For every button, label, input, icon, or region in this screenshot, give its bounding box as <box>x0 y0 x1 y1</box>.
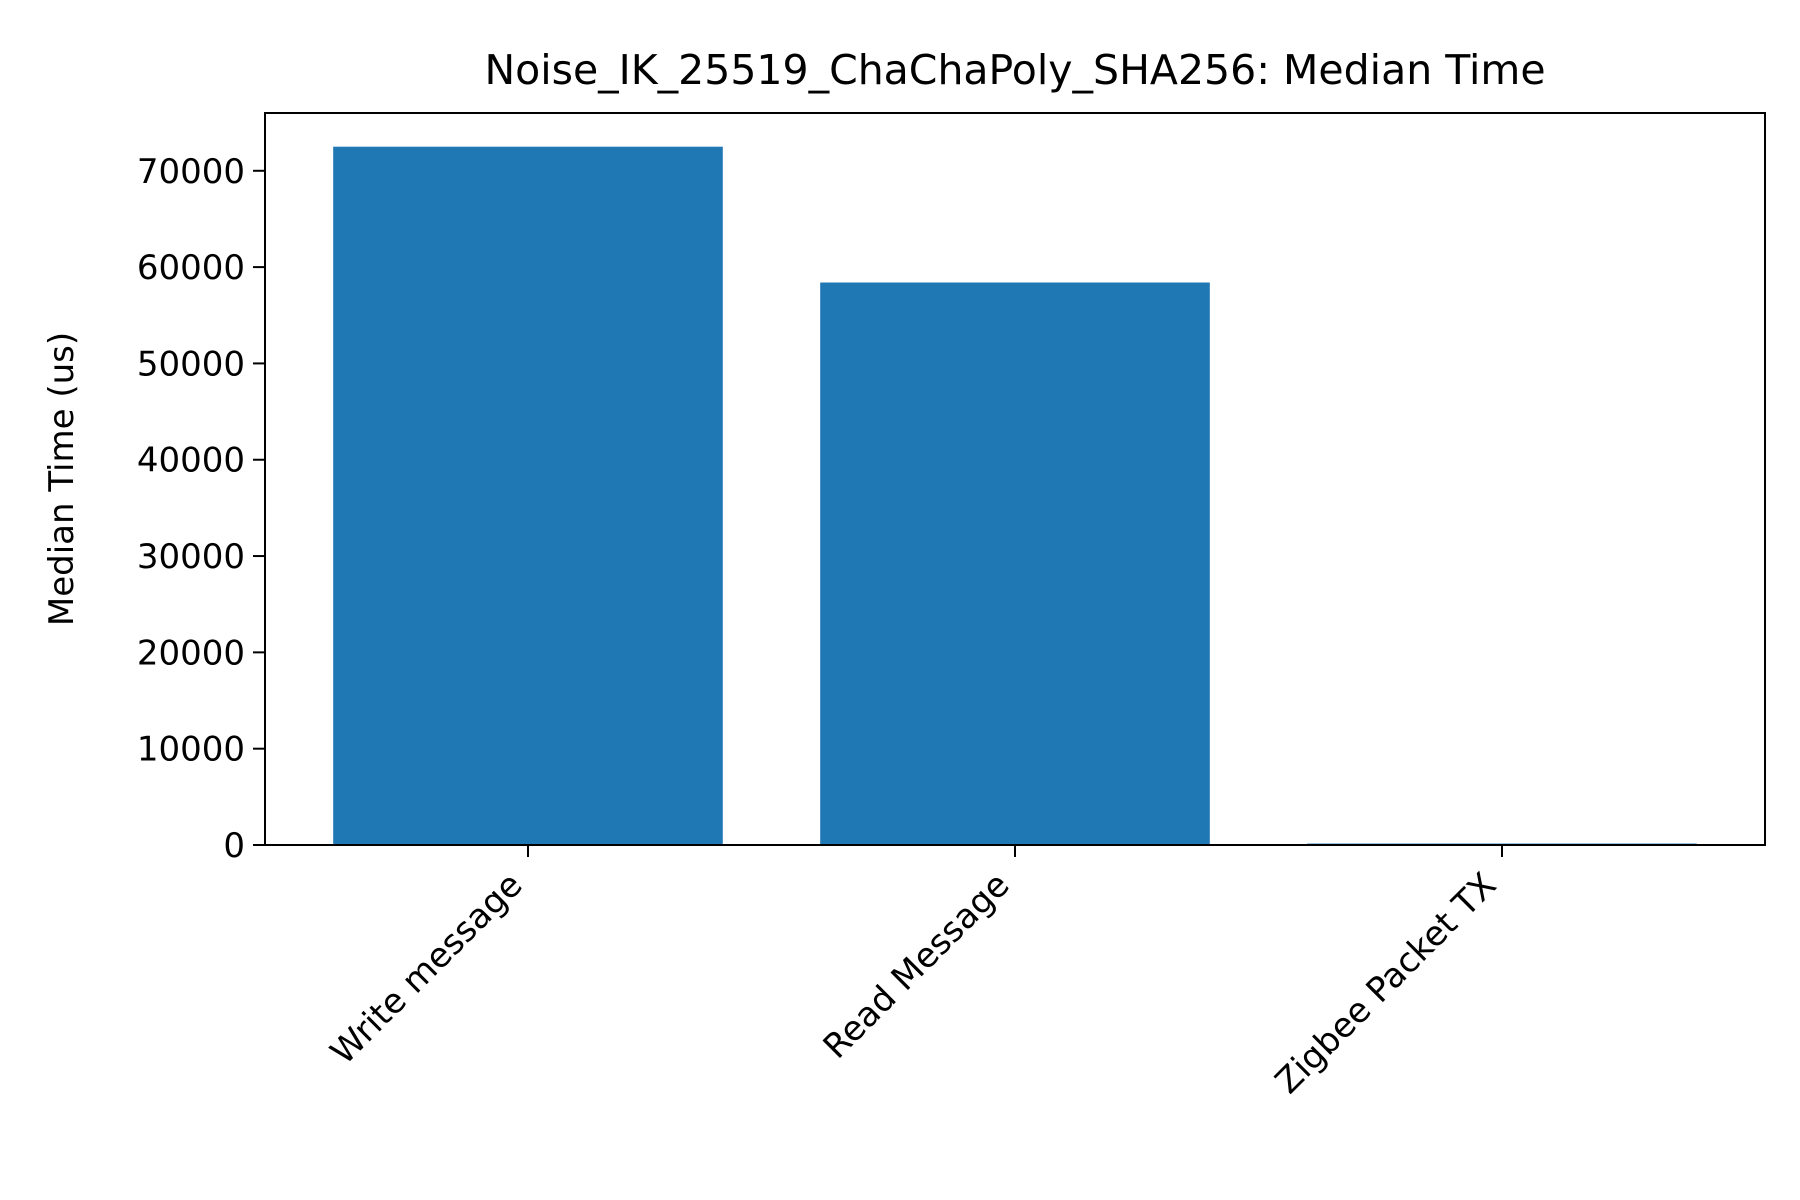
y-tick-label: 10000 <box>137 730 245 770</box>
bar-write-message <box>333 146 723 846</box>
y-tick-label: 40000 <box>137 441 245 481</box>
y-tick-label: 60000 <box>137 248 245 288</box>
y-tick-label: 30000 <box>137 537 245 577</box>
plot-frame <box>264 112 1766 846</box>
y-tick-label: 70000 <box>137 152 245 192</box>
y-axis-ticks: 0 10000 20000 30000 40000 50000 60000 70000 <box>137 152 265 866</box>
y-tick-label: 20000 <box>137 633 245 673</box>
chart-title: Noise_IK_25519_ChaChaPoly_SHA256: Median… <box>484 46 1545 94</box>
y-tick-label: 50000 <box>137 344 245 384</box>
y-axis-title: Median Time (us) <box>42 332 82 626</box>
bar-read-message <box>820 282 1210 846</box>
y-tick-label: 0 <box>223 826 245 866</box>
bars <box>333 146 1697 846</box>
